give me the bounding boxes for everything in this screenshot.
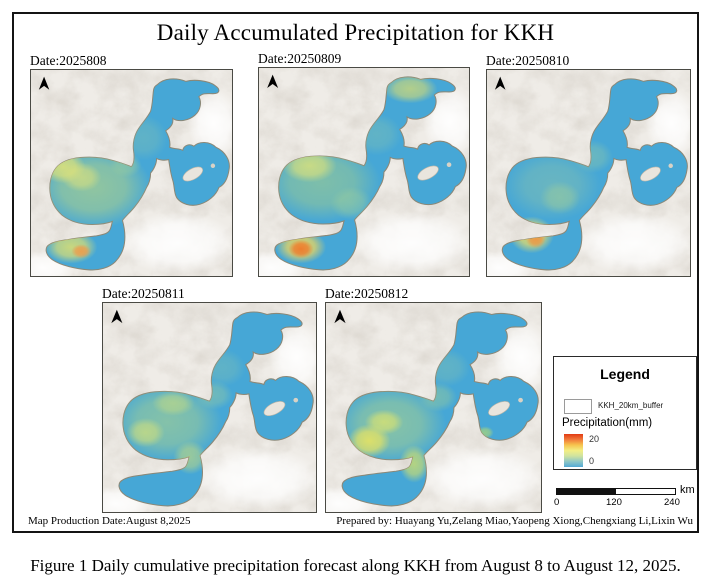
- scale-bar-track: [556, 488, 676, 495]
- date-label: Date:20250809: [258, 51, 342, 66]
- precipitation-map: [258, 67, 470, 277]
- map-panel-20250810: Date:20250810: [486, 52, 691, 277]
- precipitation-map: [102, 302, 317, 513]
- precipitation-map: [486, 69, 691, 277]
- color-ramp: [564, 434, 583, 467]
- ramp-min-value: 0: [589, 456, 595, 466]
- buffer-swatch: [564, 399, 592, 414]
- legend-box: Legend KKH_20km_buffer Precipitation(mm)…: [553, 356, 697, 470]
- north-arrow-icon: [334, 309, 346, 324]
- figure-caption: Figure 1 Daily cumulative precipitation …: [30, 556, 681, 575]
- map-panel-20250809: Date:20250809: [258, 50, 470, 277]
- scale-unit: km: [680, 484, 695, 496]
- north-arrow-icon: [38, 76, 50, 90]
- map-svg: [487, 70, 690, 276]
- map-svg: [259, 68, 469, 276]
- precipitation-map: [30, 69, 233, 277]
- buffer-label: KKH_20km_buffer: [598, 401, 664, 410]
- scale-bar-filled: [557, 489, 616, 494]
- scale-tick-120: 120: [606, 497, 622, 508]
- scale-tick-240: 240: [664, 497, 680, 508]
- scale-tick-0: 0: [554, 497, 560, 508]
- map-svg: [31, 70, 232, 276]
- north-arrow-icon: [267, 74, 279, 88]
- ramp-max-value: 20: [589, 434, 600, 444]
- date-label: Date:20250811: [102, 286, 185, 301]
- date-label: Date:2025808: [30, 53, 107, 68]
- prepared-by: Prepared by: Huayang Yu,Zelang Miao,Yaop…: [336, 515, 693, 527]
- north-arrow-icon: [111, 309, 123, 324]
- map-production-date: Map Production Date:August 8,2025: [28, 515, 191, 527]
- map-panel-20250808: Date:2025808: [30, 52, 233, 277]
- date-label: Date:20250810: [486, 53, 570, 68]
- north-arrow-icon: [494, 76, 506, 90]
- precipitation-map: [325, 302, 542, 513]
- map-svg: [326, 303, 541, 512]
- map-panel-20250811: Date:20250811: [102, 285, 317, 513]
- scale-bar: km 0 120 240: [554, 484, 696, 510]
- date-label: Date:20250812: [325, 286, 409, 301]
- map-panel-20250812: Date:20250812: [325, 285, 542, 513]
- figure-title: Daily Accumulated Precipitation for KKH: [156, 20, 555, 45]
- scale-bar-empty: [616, 489, 675, 494]
- map-svg: [103, 303, 316, 512]
- legend-title: Legend: [600, 366, 650, 382]
- precipitation-ramp-label: Precipitation(mm): [562, 417, 653, 429]
